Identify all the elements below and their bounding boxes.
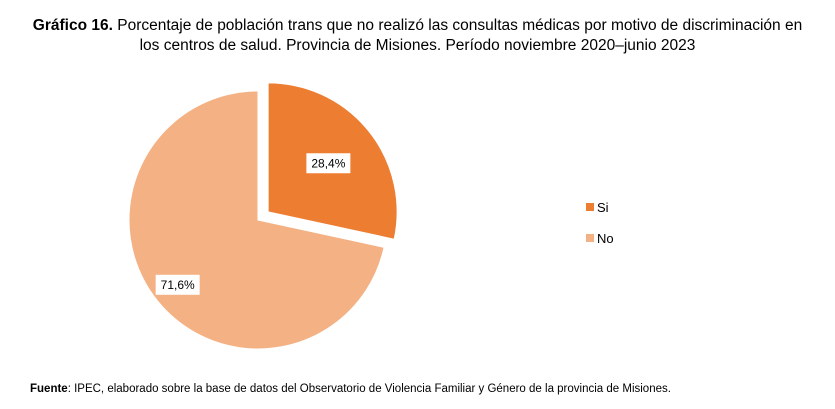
source-text: : IPEC, elaborado sobre la base de datos… [67, 383, 671, 395]
chart-title-line-1: Gráfico 16. Porcentaje de población tran… [0, 16, 835, 36]
slice-label-no: 71,6% [155, 274, 200, 295]
slice-label-si-text: 28,4% [311, 156, 345, 170]
legend-item-si: Si [586, 199, 614, 215]
chart-title: Gráfico 16. Porcentaje de población tran… [0, 16, 835, 56]
legend-swatch-no [586, 234, 594, 242]
legend-label-si: Si [597, 199, 609, 215]
slice-label-si: 28,4% [306, 153, 351, 174]
legend-label-no: No [597, 230, 614, 246]
source-label: Fuente [30, 383, 68, 395]
slice-label-no-text: 71,6% [161, 278, 195, 292]
chart-title-label: Gráfico 16. [32, 17, 113, 34]
source-note: Fuente: IPEC, elaborado sobre la base de… [30, 383, 671, 395]
chart-title-line-2: los centros de salud. Provincia de Misio… [139, 37, 696, 54]
slice-label-si-box [306, 153, 351, 174]
legend-item-no: No [586, 230, 614, 246]
slice-label-no-box [155, 274, 200, 295]
chart-title-text: Porcentaje de población trans que no rea… [117, 17, 803, 34]
legend-swatch-si [586, 203, 594, 211]
chart-legend: Si No [586, 199, 614, 261]
